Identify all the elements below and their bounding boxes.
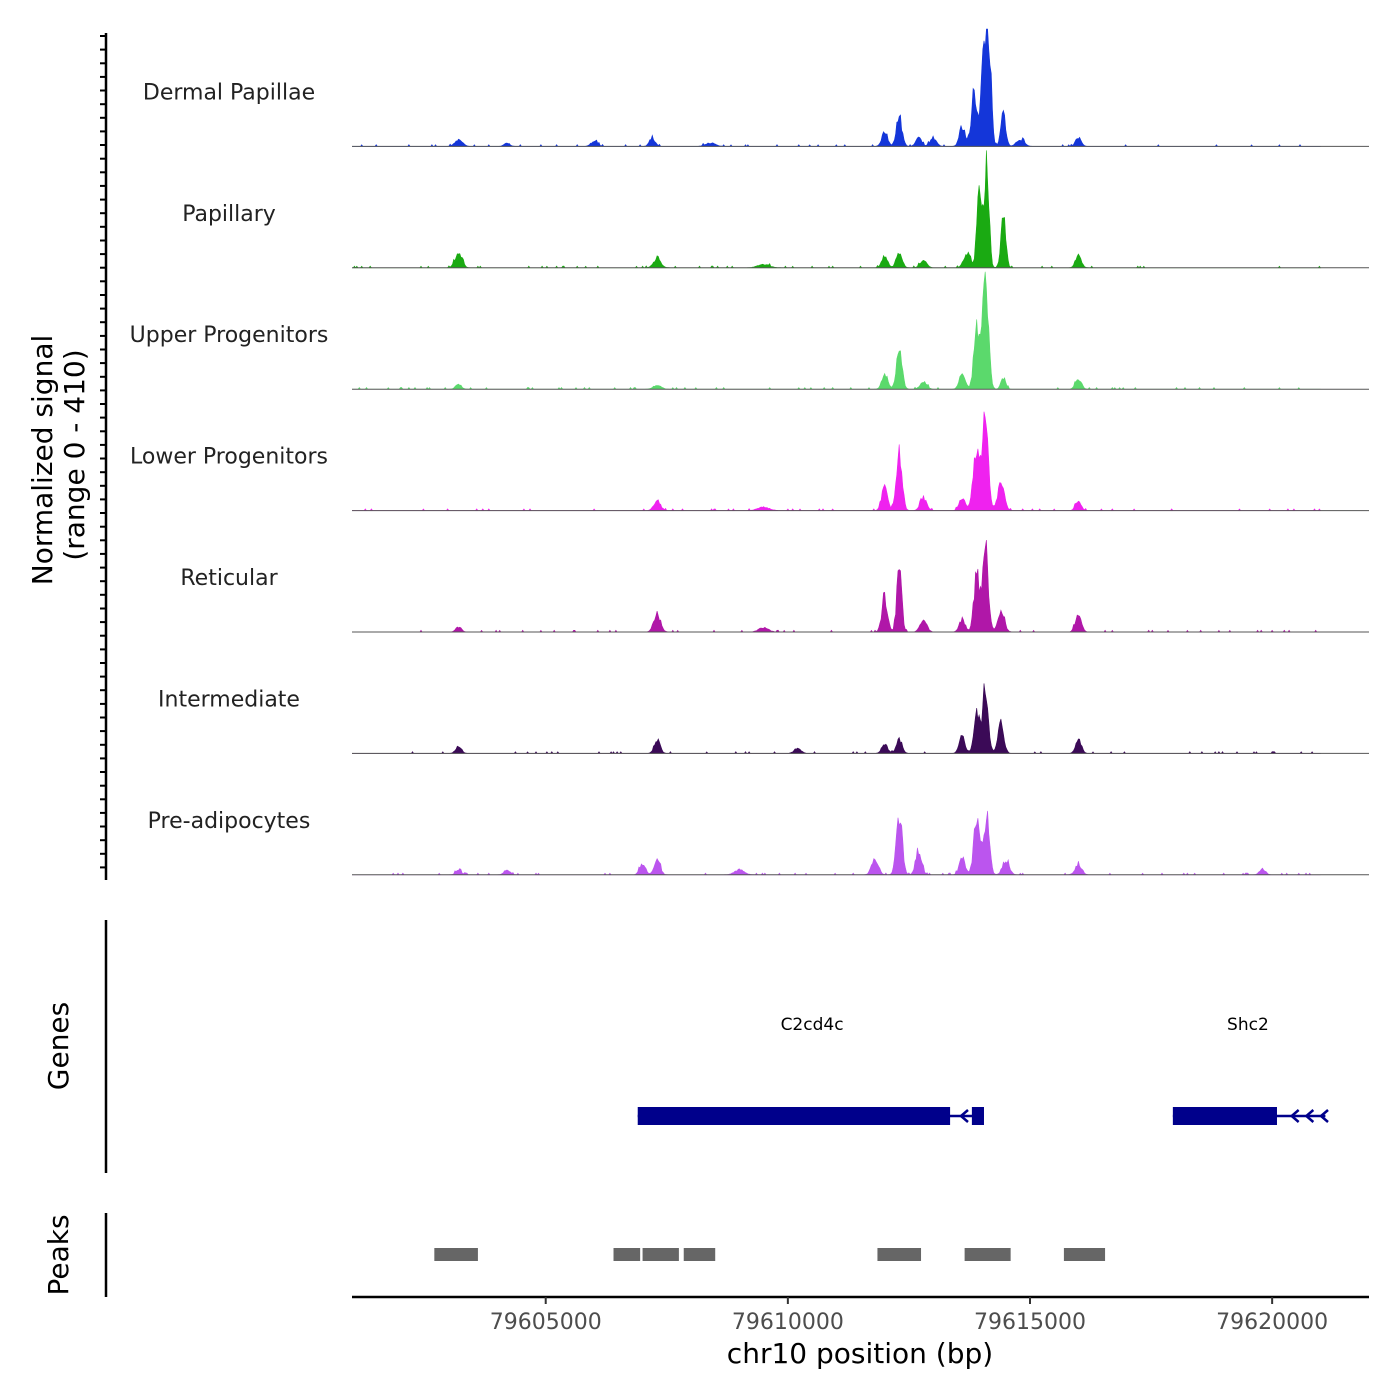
strand-arrow — [1304, 1109, 1315, 1123]
genes-panel-label: Genes — [42, 1002, 75, 1090]
strand-arrow — [1289, 1109, 1300, 1123]
gene-label: Shc2 — [1227, 1015, 1269, 1035]
track-dermal-papillae: Dermal Papillae — [143, 28, 1369, 147]
peak-region — [683, 1248, 716, 1261]
gene-exon — [637, 1107, 951, 1125]
x-tick-label: 79615000 — [974, 1310, 1086, 1335]
gene-shc2: Shc2 — [1172, 1015, 1329, 1125]
x-tick-label: 79620000 — [1216, 1310, 1328, 1335]
signal-area — [352, 28, 1321, 147]
gene-c2cd4c: C2cd4c — [637, 1015, 984, 1125]
peak-region — [1063, 1248, 1106, 1261]
signal-area — [352, 810, 1321, 876]
signal-area — [352, 683, 1321, 754]
peak-region — [642, 1248, 679, 1261]
y-axis-title-line1: Normalized signal — [26, 335, 59, 586]
signal-area — [352, 540, 1321, 633]
peak-regions — [434, 1248, 1106, 1261]
gene-annotations: C2cd4c Shc2 — [637, 1015, 1329, 1125]
track-papillary: Papillary — [182, 150, 1369, 269]
strand-arrow — [1319, 1109, 1329, 1123]
track-label: Papillary — [182, 202, 276, 227]
signal-tracks: Dermal Papillae Papillary Upper Progenitor… — [130, 28, 1369, 876]
peak-region — [434, 1248, 478, 1261]
peak-region — [613, 1248, 641, 1261]
gene-label: C2cd4c — [781, 1015, 844, 1035]
x-axis-title: chr10 position (bp) — [727, 1337, 993, 1370]
track-label: Reticular — [180, 566, 278, 591]
track-label: Upper Progenitors — [130, 323, 329, 348]
signal-axis-ticks — [100, 35, 106, 869]
track-pre-adipocytes: Pre-adipocytes — [148, 809, 1369, 876]
track-reticular: Reticular — [180, 540, 1369, 633]
signal-area — [352, 150, 1322, 269]
signal-area — [352, 271, 1321, 390]
signal-area — [352, 411, 1322, 512]
peaks-panel-label: Peaks — [42, 1214, 75, 1295]
track-label: Pre-adipocytes — [148, 809, 311, 834]
track-label: Dermal Papillae — [143, 80, 315, 105]
gene-exon — [971, 1107, 984, 1125]
gene-exon — [1172, 1107, 1277, 1125]
peak-region — [964, 1248, 1011, 1261]
x-axis-ticks: 79605000 79610000 79615000 79620000 — [490, 1297, 1328, 1335]
track-upper-progenitors: Upper Progenitors — [130, 271, 1369, 390]
y-axis-title-line2: (range 0 - 410) — [58, 349, 91, 560]
track-label: Lower Progenitors — [130, 445, 328, 470]
track-label: Intermediate — [158, 687, 300, 712]
strand-arrow — [959, 1109, 969, 1123]
x-tick-label: 79610000 — [732, 1310, 844, 1335]
peak-region — [877, 1248, 922, 1261]
x-tick-label: 79605000 — [490, 1310, 602, 1335]
track-intermediate: Intermediate — [158, 683, 1369, 754]
track-lower-progenitors: Lower Progenitors — [130, 411, 1369, 512]
